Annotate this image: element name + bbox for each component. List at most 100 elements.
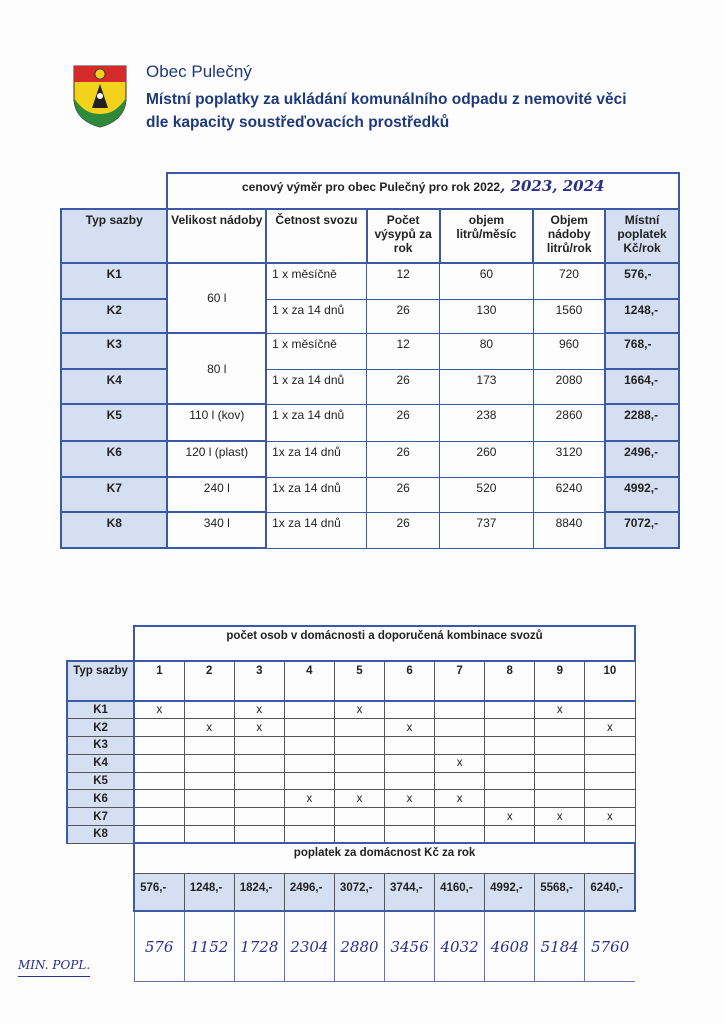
cell-mark [534, 771, 586, 791]
cell-fee: 7072,- [604, 511, 680, 549]
cell-typ: K1 [65, 700, 136, 720]
cell-mark [584, 700, 636, 720]
person-count-header: 7 [434, 660, 486, 702]
cell-size: 240 l [166, 476, 268, 513]
cell-typ: K2 [59, 298, 169, 334]
cell-mark [333, 825, 386, 844]
cell-mark [183, 825, 235, 844]
title-text: cenový výměr pro obec Pulečný pro rok 20… [241, 180, 501, 194]
table-row: K6 120 l (plast) 1x za 14 dnů 26 260 3120 2496… [59, 440, 680, 478]
cell-freq: 1 x měsíčně [265, 332, 368, 370]
household-fee: 3072,- [333, 872, 386, 913]
cell-mark [383, 736, 436, 755]
table-row: K8 [65, 825, 636, 844]
cell-mark [434, 825, 486, 844]
cell-typ: K2 [65, 718, 136, 738]
cell-mark [183, 789, 235, 809]
cell-typ: K7 [59, 476, 169, 513]
cell-mark [434, 700, 486, 720]
household-table-title: počet osob v domácnosti a doporučená kom… [133, 625, 636, 662]
cell-mark: x [383, 718, 436, 738]
cell-mark [333, 736, 386, 755]
cell-mark [283, 825, 335, 844]
cell-typ: K1 [59, 262, 169, 300]
cell-mark [434, 807, 486, 827]
cell-mark: x [584, 718, 636, 738]
household-fee: 1824,- [233, 872, 285, 913]
cell-freq: 1x za 14 dnů [265, 476, 368, 513]
cell-mark: x [333, 789, 386, 809]
handwritten-fee: 1152 [183, 911, 235, 982]
handwritten-fee: 2304 [283, 911, 335, 982]
cell-yearly: 3120 [532, 440, 606, 478]
household-fee: 5568,- [534, 872, 586, 913]
table-row: K7 240 l 1x za 14 dnů 26 520 6240 4992,- [59, 476, 680, 513]
cell-mark [183, 753, 235, 773]
cell-mark [283, 700, 335, 720]
cell-monthly: 60 [439, 262, 534, 300]
cell-mark: x [233, 718, 285, 738]
cell-yearly: 720 [532, 262, 606, 300]
cell-monthly: 260 [439, 440, 534, 478]
cell-mark [584, 736, 636, 755]
person-count-header: 4 [283, 660, 335, 702]
cell-mark: x [484, 807, 536, 827]
table-row: K2 x x x x [65, 718, 636, 738]
cell-mark [434, 718, 486, 738]
column-header: objem litrů/měsíc [438, 208, 535, 264]
cell-monthly: 173 [439, 368, 534, 405]
household-fee: 6240,- [584, 872, 637, 913]
cell-mark: x [233, 700, 285, 720]
handwritten-fee: 1728 [233, 911, 285, 982]
cell-mark [133, 807, 185, 827]
person-count-header: 8 [484, 660, 536, 702]
cell-fee: 4992,- [604, 476, 680, 513]
cell-mark [283, 753, 335, 773]
cell-typ: K5 [59, 403, 169, 442]
household-fee: 1248,- [183, 872, 235, 913]
cell-mark [133, 789, 185, 809]
person-count-header: 9 [534, 660, 586, 702]
cell-typ: K4 [65, 753, 136, 773]
cell-mark [333, 753, 386, 773]
person-count-header: 6 [383, 660, 436, 702]
cell-freq: 1 x za 14 dnů [265, 368, 368, 405]
table-row: K2 1 x za 14 dnů 26 130 1560 1248,- [59, 298, 680, 334]
handwritten-fee: 5760 [584, 911, 635, 982]
cell-mark: x [383, 789, 436, 809]
cell-monthly: 130 [439, 298, 534, 334]
cell-mark [383, 700, 436, 720]
cell-mark [484, 700, 536, 720]
cell-yearly: 2860 [532, 403, 606, 442]
cell-yearly: 2080 [532, 368, 606, 405]
table-row: K4 1 x za 14 dnů 26 173 2080 1664,- [59, 368, 680, 405]
cell-mark [584, 789, 636, 809]
cell-yearly: 960 [532, 332, 606, 370]
cell-count: 12 [366, 332, 441, 370]
cell-mark [584, 753, 636, 773]
column-header: Velikost nádoby [166, 208, 268, 264]
cell-mark [383, 771, 436, 791]
cell-typ: K8 [59, 511, 169, 549]
cell-mark [183, 807, 235, 827]
cell-freq: 1x za 14 dnů [265, 440, 368, 478]
cell-size: 120 l (plast) [166, 440, 268, 478]
cell-mark [133, 753, 185, 773]
cell-mark [534, 718, 586, 738]
household-fee: 576,- [133, 872, 185, 913]
cell-typ: K6 [59, 440, 169, 478]
person-count-header: 3 [233, 660, 285, 702]
empty [67, 843, 134, 873]
cell-mark [133, 736, 185, 755]
table-row: K4 x [65, 753, 636, 773]
cell-fee: 2496,- [604, 440, 680, 478]
table-row: K7 x x x [65, 807, 636, 827]
cell-mark: x [534, 807, 586, 827]
cell-mark [233, 789, 285, 809]
cell-mark [584, 825, 636, 844]
cell-mark [383, 753, 436, 773]
cell-typ: K4 [59, 368, 169, 405]
cell-mark [133, 771, 185, 791]
cell-mark [534, 825, 586, 844]
